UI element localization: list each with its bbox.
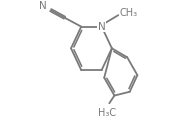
Text: N: N xyxy=(39,1,47,11)
Text: CH₃: CH₃ xyxy=(120,8,138,18)
Text: N: N xyxy=(98,22,105,32)
Text: H₃C: H₃C xyxy=(98,108,116,118)
